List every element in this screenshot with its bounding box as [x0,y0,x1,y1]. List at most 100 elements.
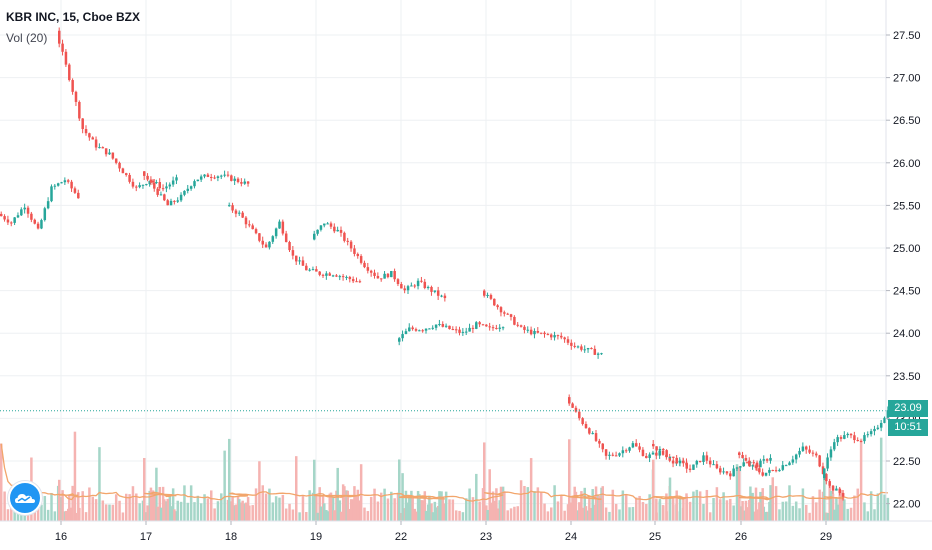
candle-body [84,129,88,134]
candle-body [67,180,70,182]
volume-bar [516,506,519,521]
volume-bar [138,503,141,521]
volume-bar [3,491,6,521]
candle-body [261,240,264,245]
candle-body [672,456,675,458]
candle-body [424,328,428,331]
candle-body [50,186,53,202]
candle-body [301,260,305,266]
candle-body [529,329,533,335]
candle-body [553,335,556,338]
candle-body [769,457,772,461]
candle-body [771,469,774,471]
volume-bar [264,493,268,521]
candle-body [762,459,766,461]
volume-bar [315,495,318,521]
candle-body [631,443,635,448]
volume-bar [171,488,175,521]
candle-body [166,200,169,206]
volume-bar [771,477,774,521]
candle-body [156,188,159,195]
candle-body [444,325,448,327]
volume-bar [735,464,739,521]
candle-body [443,295,447,299]
candle-body [745,462,749,464]
candle-body [363,262,366,268]
candle-body [414,329,418,331]
volume-bar [349,499,353,521]
candle-body [835,488,838,491]
volume-bar [489,502,493,521]
volume-bar [608,511,611,521]
volume-bar [421,500,424,521]
candle-body [590,348,593,350]
candle-body [652,443,655,447]
volume-bar [611,489,615,521]
volume-bar [788,485,791,521]
volume-bar [869,491,873,521]
time-axis[interactable]: 16 17 18 19 22 23 24 25 26 29 [55,521,832,543]
volume-bar [682,498,685,521]
candle-body [295,255,298,262]
candle-body [240,182,243,184]
volume-bar [526,487,530,521]
volume-bar [241,500,244,521]
candle-body [509,314,513,317]
volume-bar [471,497,475,521]
volume-bar [71,485,74,521]
volume-bar [268,488,271,521]
volume-bar [475,473,478,521]
volume-bar [231,496,234,521]
volume-bar [761,488,764,521]
candle-body [486,294,489,296]
candle-body [519,325,523,327]
candle-body [438,324,441,326]
candle-body [739,466,742,468]
candle-body [23,207,26,210]
candle-body [715,464,719,469]
candle-body [754,465,758,469]
candle-body [243,181,246,184]
candle-body [46,201,50,209]
volume-bar [584,506,588,521]
volume-bar [331,496,335,521]
candle-body [128,174,131,182]
candle-body [570,342,573,346]
volume-bar [705,489,709,521]
candle-body [651,452,655,455]
candle-body [146,175,149,180]
candle-body [298,260,301,262]
volume-bar [74,512,78,521]
candle-body [678,460,682,464]
volume-bar [301,496,305,521]
candle-body [88,133,91,138]
volume-bar [254,488,258,521]
volume-bar [546,511,550,521]
volume-bar [64,510,68,521]
candle-body [325,273,328,276]
volume-bar [193,502,196,521]
tradingview-cloud-icon[interactable] [8,481,42,515]
candle-body [143,171,146,176]
volume-bar [738,466,741,521]
candle-body [108,152,111,155]
price-axis[interactable]: 27.50 27.00 26.50 26.00 25.50 25.00 24.50 24.00… [886,30,921,511]
volume-bar [488,469,491,521]
candle-body [343,232,346,241]
volume-bar [291,509,295,521]
volume-bar [458,510,461,521]
candle-body [536,331,540,333]
candle-body [216,176,220,178]
volume-bar [380,492,383,521]
symbol-title[interactable]: KBR INC, 15, Cboe BZX [6,10,141,24]
candle-body [485,324,488,327]
candle-body [846,433,849,436]
volume-bar [329,492,333,521]
volume-bar [424,510,428,521]
volume-indicator-label[interactable]: Vol (20) [6,31,48,45]
candle-body [712,464,715,466]
volume-bar [478,501,481,521]
candle-body [268,241,271,248]
volume-bar [163,499,166,521]
